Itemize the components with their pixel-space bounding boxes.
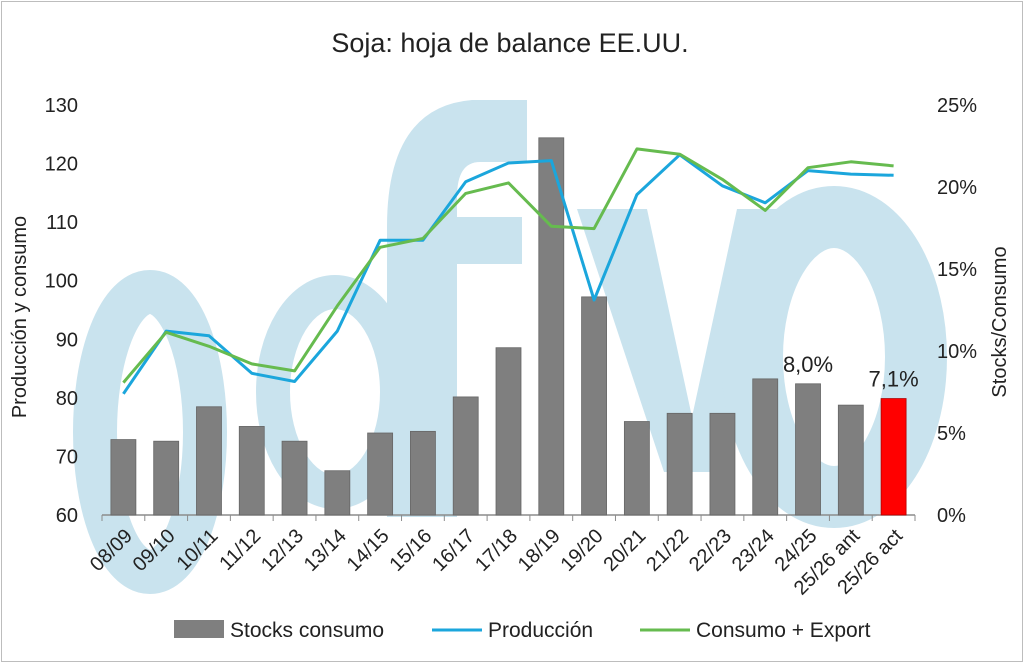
bar-15-16 [410,430,436,516]
bar-10-11 [196,406,222,516]
legend-swatch-stocks [174,620,224,638]
x-tick-label: 18/19 [514,525,565,576]
x-tick-label: 17/18 [471,525,522,576]
bar-13-14 [324,470,351,516]
bar-08-09 [110,439,137,516]
y-tick-label: 90 [56,329,78,351]
x-tick-label: 19/20 [557,525,608,576]
y-tick-label: 130 [45,95,78,117]
y-tick-label: 60 [56,505,78,527]
y2-tick-label: 25% [937,95,977,117]
bar-24-25 [795,383,821,516]
bars [110,137,907,516]
y2-axis-ticks: 0% 5% 10% 15% 20% 25% [937,95,977,527]
bar-22-23 [709,412,736,516]
x-tick-label: 13/14 [300,525,351,576]
x-tick-label: 20/21 [599,525,650,576]
y-axis-ticks: 60 70 80 90 100 110 120 130 [45,95,78,527]
data-label: 7,1% [869,367,919,392]
x-tick-label: 21/22 [642,525,693,576]
legend: Stocks consumo Producción Consumo + Export [174,619,871,642]
watermark-logo [73,100,947,594]
annotations: 8,0% 7,1% [783,352,919,392]
bar-20-21 [623,421,650,516]
x-tick-label: 14/15 [343,525,394,576]
y2-tick-label: 10% [937,341,977,363]
legend-label-line: Producción [488,619,593,642]
y-tick-label: 70 [56,446,78,468]
y-tick-label: 100 [45,271,78,293]
y-tick-label: 80 [56,388,78,410]
y-axis-title: Producción y consumo [9,216,31,418]
bar-12-13 [281,440,308,516]
x-tick-label: 15/16 [386,525,437,576]
bar-19-20 [581,296,607,516]
x-tick-label: 22/23 [685,525,736,576]
x-axis-ticks: 08/0909/1010/1111/1212/1313/1414/1515/16… [86,525,907,600]
y-tick-label: 120 [45,154,78,176]
y2-axis-title: Stocks/Consumo [989,246,1011,397]
bar-14-15 [367,432,394,516]
x-tick-label: 16/17 [428,525,479,576]
watermark-f [387,100,527,517]
data-label: 8,0% [783,352,833,377]
bar-09-10 [153,440,180,516]
bar-25-26-ant [837,404,864,516]
lines [122,147,894,395]
legend-label-line: Consumo + Export [696,619,871,642]
watermark-o-right [721,186,947,528]
bar-16-17 [452,396,479,516]
bar-18-19 [538,137,565,516]
x-tick-label: 11/12 [215,525,265,575]
legend-label-stocks: Stocks consumo [230,619,384,642]
bar-17-18 [495,347,522,516]
y2-tick-label: 5% [937,423,966,445]
bar-25-26-act [880,398,907,516]
y2-tick-label: 0% [937,505,966,527]
bar-23-24 [752,378,779,516]
y2-tick-label: 15% [937,259,977,281]
bar-11-12 [238,426,265,516]
line-producción [122,153,894,395]
chart-title: Soja: hoja de balance EE.UU. [331,28,688,58]
bar-21-22 [666,412,693,516]
x-tick-label: 23/24 [728,525,779,576]
line-consumo-export [122,147,894,384]
y2-tick-label: 20% [937,177,977,199]
y-tick-label: 110 [46,212,78,234]
x-tick-label: 12/13 [257,525,308,576]
